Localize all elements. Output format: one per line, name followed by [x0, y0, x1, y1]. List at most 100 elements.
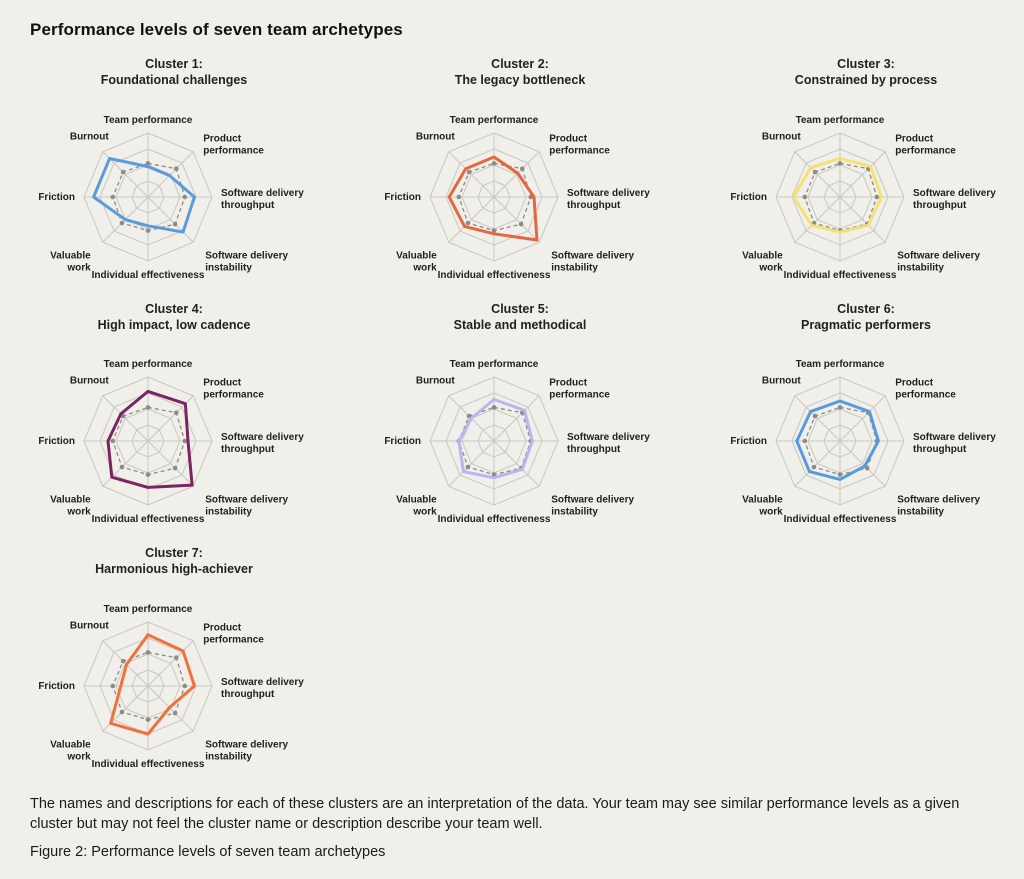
axis-spoke — [493, 196, 540, 243]
reference-series-point — [837, 405, 843, 410]
axis-label: Friction — [730, 192, 767, 203]
radar-svg-cluster-6: Team performance Product performance Softwa… — [730, 359, 996, 525]
reference-series-point — [145, 472, 151, 477]
reference-series-point — [173, 165, 179, 171]
cluster-chart-title: Cluster 2: The legacy bottleneck — [370, 56, 670, 89]
axis-spoke — [147, 639, 194, 686]
radar-chart-cluster-6: Cluster 6: Pragmatic performers Team perfo… — [700, 301, 1024, 538]
axis-label: Software delivery instability — [205, 494, 288, 517]
axis-label: Product performance — [549, 133, 610, 156]
axis-label: Valuable work — [50, 250, 91, 273]
axis-label: Software delivery instability — [897, 250, 980, 273]
axis-label: Burnout — [70, 620, 110, 631]
axis-spoke — [102, 395, 149, 442]
axis-label: Valuable work — [742, 494, 783, 517]
axis-label: Friction — [38, 681, 75, 692]
axis-spoke — [839, 196, 886, 243]
radar-chart-cluster-7: Cluster 7: Harmonious high-achiever Team p… — [8, 545, 340, 782]
cluster-number-label: Cluster 7: — [145, 546, 203, 560]
axis-spoke — [839, 150, 886, 197]
axis-label: Team performance — [104, 359, 193, 370]
radar-chart-cluster-4: Cluster 4: High impact, low cadence Team p… — [8, 301, 340, 538]
reference-series-point — [837, 472, 843, 477]
reference-series-point — [802, 194, 808, 199]
radar-chart-cluster-2: Cluster 2: The legacy bottleneck Team perf… — [354, 56, 686, 293]
axis-spoke — [147, 440, 194, 487]
axis-label: Product performance — [895, 378, 956, 401]
axis-label: Software delivery instability — [205, 250, 288, 273]
radar-svg-cluster-1: Team performance Product performance Softwa… — [38, 115, 304, 281]
axis-spoke — [102, 440, 149, 487]
reference-series-point — [110, 438, 116, 444]
axis-label: Individual effectiveness — [438, 270, 551, 281]
cluster-name-label: Constrained by process — [794, 73, 938, 88]
cluster-number-label: Cluster 6: — [837, 301, 895, 316]
axis-spoke — [448, 196, 495, 243]
radar-svg-cluster-4: Team performance Product performance Softwa… — [38, 359, 304, 525]
reference-series-point — [491, 405, 497, 410]
reference-series-point — [145, 227, 151, 233]
reference-series-point — [466, 169, 472, 174]
axis-label: Software delivery instability — [205, 739, 288, 762]
reference-series-point — [812, 413, 818, 419]
axis-label: Software delivery instability — [897, 494, 980, 517]
cluster-chart-title: Cluster 3: Constrained by process — [716, 56, 1016, 89]
axis-label: Software delivery throughput — [913, 432, 996, 455]
cluster-series-line — [795, 399, 880, 481]
axis-spoke — [794, 196, 841, 243]
axis-label: Software delivery throughput — [221, 188, 304, 211]
cluster-series-line — [447, 155, 539, 241]
cluster-chart-title: Cluster 4: High impact, low cadence — [24, 301, 324, 334]
page-title: Performance levels of seven team archety… — [30, 20, 403, 39]
reference-series-point — [802, 438, 808, 444]
axis-spoke — [147, 685, 194, 732]
axis-spoke — [839, 440, 886, 487]
axis-label: Friction — [384, 192, 421, 203]
reference-series-point — [110, 194, 116, 199]
axis-label: Individual effectiveness — [92, 759, 205, 770]
axis-spoke — [794, 395, 841, 442]
radar-svg-cluster-7: Team performance Product performance Softwa… — [38, 604, 304, 770]
axis-label: Friction — [38, 436, 75, 447]
reference-series-point — [173, 654, 179, 660]
axis-label: Burnout — [70, 131, 110, 142]
axis-label: Software delivery throughput — [913, 188, 996, 211]
axis-label: Team performance — [104, 115, 193, 126]
radar-svg-cluster-2: Team performance Product performance Softwa… — [384, 115, 650, 281]
axis-label: Valuable work — [50, 739, 91, 762]
reference-series-point — [182, 683, 188, 688]
figure-caption: Figure 2: Performance levels of seven te… — [30, 843, 386, 860]
reference-series-point — [145, 405, 151, 410]
reference-series-point — [491, 227, 497, 233]
reference-series-point — [119, 709, 125, 714]
cluster-number-label: Cluster 3: — [837, 57, 895, 71]
reference-series-point — [519, 165, 525, 171]
cluster-series-line — [109, 632, 196, 735]
axis-label: Product performance — [549, 378, 610, 401]
reference-series-point — [172, 710, 178, 715]
reference-series-point — [173, 410, 179, 416]
cluster-name-label: Foundational challenges — [100, 73, 248, 88]
reference-series-point — [120, 658, 126, 663]
axis-label: Burnout — [416, 131, 456, 142]
axis-label: Team performance — [796, 115, 885, 126]
cluster-chart-title: Cluster 6: Pragmatic performers — [716, 301, 1016, 334]
axis-spoke — [147, 196, 194, 243]
figure-page: Performance levels of seven team archety… — [8, 20, 996, 860]
axis-label: Software delivery instability — [551, 250, 634, 273]
axis-label: Team performance — [450, 115, 539, 126]
axis-spoke — [448, 440, 495, 487]
reference-series-point — [119, 464, 125, 470]
axis-spoke — [102, 639, 149, 686]
axis-label: Valuable work — [742, 250, 783, 273]
axis-label: Software delivery throughput — [221, 677, 304, 700]
cluster-series-line — [106, 389, 194, 489]
reference-series-point — [145, 649, 151, 655]
reference-series-point — [491, 160, 497, 166]
axis-label: Individual effectiveness — [784, 514, 897, 525]
radar-chart-cluster-3: Cluster 3: Constrained by process Team per… — [700, 56, 1024, 293]
axis-label: Software delivery instability — [551, 494, 634, 517]
charts-grid: Cluster 1: Foundational challenges Team pe… — [8, 56, 996, 782]
axis-label: Product performance — [203, 133, 264, 156]
radar-chart-cluster-5: Cluster 5: Stable and methodical Team perf… — [354, 301, 686, 538]
